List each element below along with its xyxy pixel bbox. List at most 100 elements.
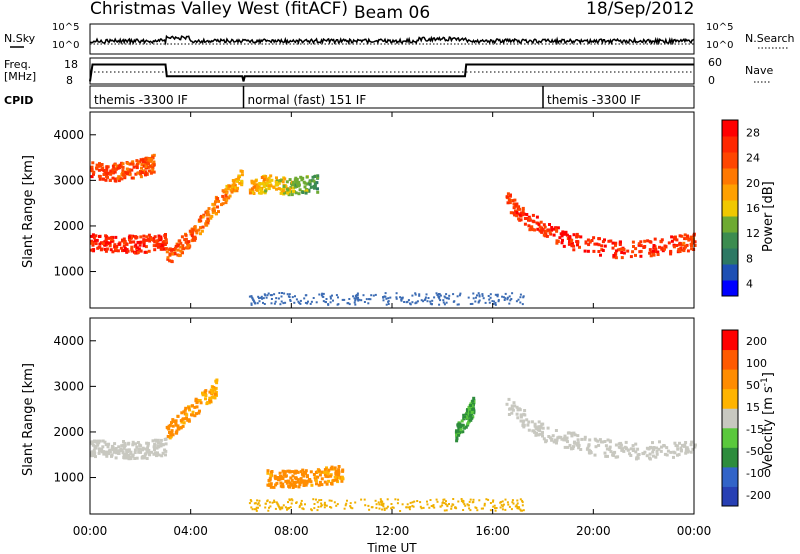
heatmap-cell (95, 163, 99, 167)
heatmap-cell (689, 235, 693, 239)
heatmap-cell (492, 499, 495, 502)
heatmap-cell (116, 249, 120, 253)
heatmap-cell (586, 249, 590, 253)
heatmap-cell (648, 248, 652, 252)
heatmap-cell (496, 293, 499, 296)
heatmap-cell (278, 471, 282, 475)
heatmap-cell (459, 428, 463, 432)
heatmap-cell (256, 503, 259, 506)
heatmap-cell (257, 506, 259, 509)
heatmap-cell (263, 303, 266, 305)
heatmap-cell (607, 239, 611, 243)
heatmap-cell (299, 470, 303, 474)
heatmap-cell (135, 162, 139, 166)
heatmap-cell (207, 207, 211, 211)
heatmap-cell (537, 425, 541, 429)
heatmap-cell (686, 449, 690, 453)
heatmap-cell (687, 238, 691, 242)
nsearch-label: N.Search (745, 32, 795, 45)
heatmap-cell (303, 181, 307, 185)
heatmap-cell (596, 439, 600, 443)
heatmap-cell (382, 299, 385, 302)
heatmap-cell (97, 164, 101, 168)
heatmap-cell (161, 451, 165, 455)
colorbar-band (722, 168, 738, 185)
heatmap-cell (164, 247, 168, 251)
heatmap-cell (408, 506, 410, 509)
heatmap-cell (207, 213, 211, 217)
heatmap-cell (600, 244, 604, 248)
heatmap-cell (367, 302, 370, 305)
heatmap-cell (418, 294, 421, 297)
heatmap-cell (312, 498, 315, 501)
heatmap-cell (288, 498, 291, 501)
heatmap-cell (211, 208, 215, 212)
heatmap-cell (151, 439, 155, 443)
heatmap-cell (325, 298, 328, 300)
heatmap-cell (286, 507, 289, 510)
heatmap-cell (611, 246, 615, 250)
heatmap-cell (93, 239, 97, 243)
heatmap-cell (128, 169, 132, 173)
heatmap-cell (542, 223, 546, 227)
heatmap-cell (567, 242, 571, 246)
heatmap-cell (612, 253, 616, 257)
heatmap-cell (601, 240, 605, 244)
colorbar-band (722, 248, 738, 265)
cpid-panel: CPID themis -3300 IF normal (fast) 151 IF… (4, 85, 695, 109)
heatmap-cell (294, 191, 298, 195)
heatmap-cell (209, 216, 213, 220)
heatmap-cell (299, 477, 303, 481)
heatmap-cell (146, 237, 150, 241)
heatmap-cell (97, 168, 101, 172)
colorbar-band (722, 200, 738, 217)
heatmap-cell (352, 295, 355, 298)
heatmap-cell (266, 294, 269, 297)
heatmap-cell (295, 502, 298, 504)
heatmap-cell (230, 184, 233, 188)
heatmap-cell (472, 411, 476, 415)
heatmap-cell (156, 242, 160, 246)
heatmap-cell (283, 191, 287, 195)
heatmap-cell (308, 182, 312, 186)
heatmap-cell (144, 452, 148, 456)
heatmap-cell (171, 433, 175, 437)
heatmap-cell (320, 483, 324, 487)
heatmap-cell (555, 441, 558, 445)
heatmap-cell (279, 508, 282, 511)
heatmap-cell (346, 302, 349, 305)
heatmap-cell (300, 176, 304, 180)
heatmap-cell (91, 161, 95, 165)
heatmap-cell (374, 499, 377, 502)
heatmap-cell (147, 249, 151, 253)
heatmap-cell (518, 207, 522, 211)
colorbar-tick-label: 100 (746, 357, 767, 370)
heatmap-cell (621, 447, 624, 451)
heatmap-cell (652, 244, 656, 247)
heatmap-cell (224, 188, 228, 192)
heatmap-cell (160, 243, 164, 247)
heatmap-cell (663, 247, 666, 251)
heatmap-cell (604, 444, 608, 448)
heatmap-cell (103, 450, 107, 454)
heatmap-cell (651, 450, 655, 454)
heatmap-cell (441, 504, 444, 507)
heatmap-cell (517, 205, 521, 209)
heatmap-cell (365, 298, 368, 301)
heatmap-cell (260, 176, 264, 179)
heatmap-cell (659, 239, 663, 243)
heatmap-cell (152, 238, 155, 242)
heatmap-cell (382, 505, 385, 508)
heatmap-cell (445, 293, 448, 296)
heatmap-cell (225, 198, 229, 202)
heatmap-cell (501, 508, 504, 511)
heatmap-cell (232, 181, 236, 185)
heatmap-cell (221, 194, 225, 198)
heatmap-cell (437, 293, 440, 295)
heatmap-cell (682, 444, 686, 448)
heatmap-cell (104, 249, 108, 253)
heatmap-cell (676, 453, 679, 457)
heatmap-cell (290, 478, 294, 482)
heatmap-cell (542, 437, 546, 441)
